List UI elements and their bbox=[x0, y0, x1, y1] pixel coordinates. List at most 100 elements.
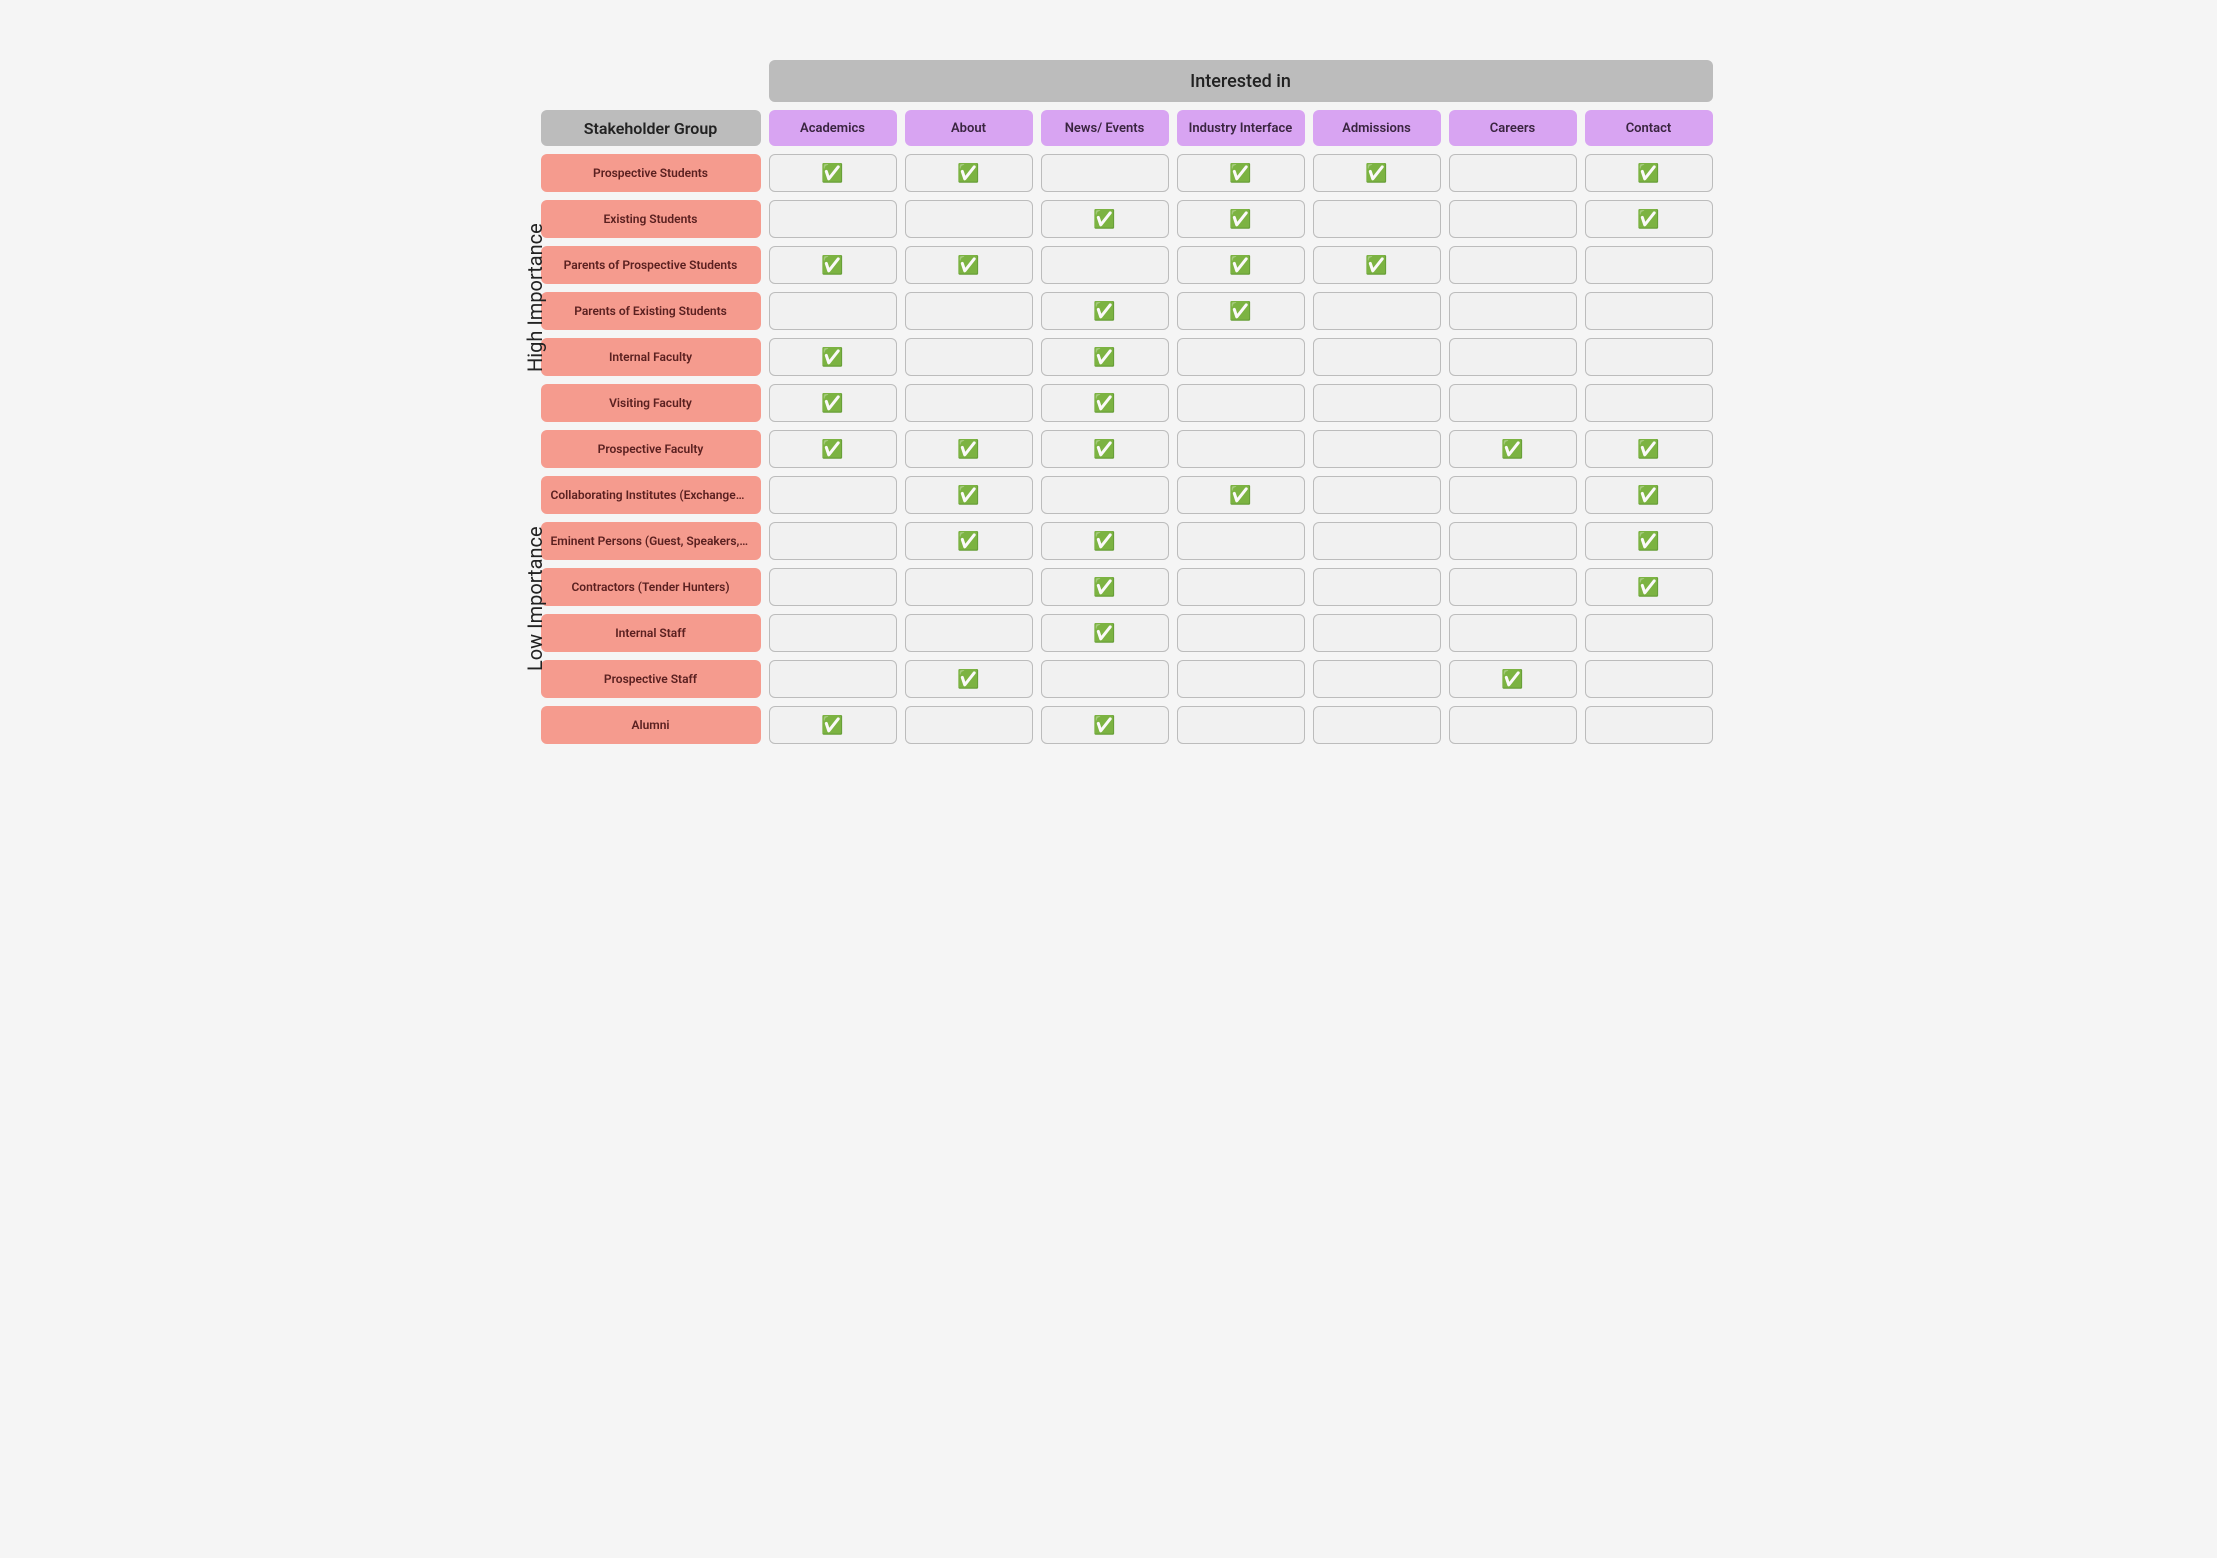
row-label-0: Prospective Students bbox=[541, 154, 761, 192]
cell-8-2: ✅ bbox=[1041, 522, 1169, 560]
row-label-text: Alumni bbox=[551, 718, 751, 732]
column-header-4: Admissions bbox=[1313, 110, 1441, 146]
cell-4-6 bbox=[1585, 338, 1713, 376]
cell-2-5 bbox=[1449, 246, 1577, 284]
cell-11-1: ✅ bbox=[905, 660, 1033, 698]
cell-9-3 bbox=[1177, 568, 1305, 606]
row-label-text: Prospective Staff bbox=[551, 672, 751, 686]
low-importance-label: Low Importance bbox=[523, 526, 547, 671]
cell-7-2 bbox=[1041, 476, 1169, 514]
cell-8-1: ✅ bbox=[905, 522, 1033, 560]
row-label-text: Eminent Persons (Guest, Speakers, etc.) bbox=[551, 534, 751, 548]
row-label-text: Internal Staff bbox=[551, 626, 751, 640]
row-label-4: Internal Faculty bbox=[541, 338, 761, 376]
cell-7-5 bbox=[1449, 476, 1577, 514]
cell-6-2: ✅ bbox=[1041, 430, 1169, 468]
row-label-12: Alumni bbox=[541, 706, 761, 744]
cell-1-0 bbox=[769, 200, 897, 238]
cell-3-3: ✅ bbox=[1177, 292, 1305, 330]
cell-5-6 bbox=[1585, 384, 1713, 422]
cell-3-0 bbox=[769, 292, 897, 330]
cell-8-4 bbox=[1313, 522, 1441, 560]
row-label-11: Prospective Staff bbox=[541, 660, 761, 698]
row-label-text: Prospective Students bbox=[551, 166, 751, 180]
cell-6-4 bbox=[1313, 430, 1441, 468]
cell-7-0 bbox=[769, 476, 897, 514]
cell-6-1: ✅ bbox=[905, 430, 1033, 468]
cell-10-0 bbox=[769, 614, 897, 652]
cell-6-3 bbox=[1177, 430, 1305, 468]
cell-6-0: ✅ bbox=[769, 430, 897, 468]
cell-2-1: ✅ bbox=[905, 246, 1033, 284]
cell-7-6: ✅ bbox=[1585, 476, 1713, 514]
cell-4-0: ✅ bbox=[769, 338, 897, 376]
cell-5-2: ✅ bbox=[1041, 384, 1169, 422]
cell-4-1 bbox=[905, 338, 1033, 376]
cell-1-4 bbox=[1313, 200, 1441, 238]
cell-11-5: ✅ bbox=[1449, 660, 1577, 698]
cell-0-2 bbox=[1041, 154, 1169, 192]
cell-4-5 bbox=[1449, 338, 1577, 376]
cell-12-3 bbox=[1177, 706, 1305, 744]
cell-12-4 bbox=[1313, 706, 1441, 744]
cell-0-5 bbox=[1449, 154, 1577, 192]
cell-2-6 bbox=[1585, 246, 1713, 284]
cell-12-1 bbox=[905, 706, 1033, 744]
stakeholder-group-header: Stakeholder Group bbox=[541, 110, 761, 146]
cell-0-4: ✅ bbox=[1313, 154, 1441, 192]
row-label-2: Parents of Prospective Students bbox=[541, 246, 761, 284]
row-label-text: Internal Faculty bbox=[551, 350, 751, 364]
cell-6-6: ✅ bbox=[1585, 430, 1713, 468]
row-label-3: Parents of Existing Students bbox=[541, 292, 761, 330]
cell-3-6 bbox=[1585, 292, 1713, 330]
cell-3-5 bbox=[1449, 292, 1577, 330]
cell-9-1 bbox=[905, 568, 1033, 606]
cell-1-6: ✅ bbox=[1585, 200, 1713, 238]
stakeholder-matrix: Interested inStakeholder GroupAcademicsA… bbox=[541, 60, 1713, 744]
cell-4-4 bbox=[1313, 338, 1441, 376]
row-label-1: Existing Students bbox=[541, 200, 761, 238]
cell-0-1: ✅ bbox=[905, 154, 1033, 192]
row-label-text: Parents of Prospective Students bbox=[551, 258, 751, 272]
spacer-top-left bbox=[541, 60, 761, 102]
cell-10-5 bbox=[1449, 614, 1577, 652]
column-header-3: Industry Interface bbox=[1177, 110, 1305, 146]
cell-9-4 bbox=[1313, 568, 1441, 606]
cell-11-6 bbox=[1585, 660, 1713, 698]
cell-1-3: ✅ bbox=[1177, 200, 1305, 238]
high-importance-label: High Importance bbox=[523, 223, 547, 372]
cell-0-0: ✅ bbox=[769, 154, 897, 192]
cell-1-2: ✅ bbox=[1041, 200, 1169, 238]
cell-12-0: ✅ bbox=[769, 706, 897, 744]
row-label-8: Eminent Persons (Guest, Speakers, etc.) bbox=[541, 522, 761, 560]
cell-10-6 bbox=[1585, 614, 1713, 652]
cell-11-0 bbox=[769, 660, 897, 698]
row-label-text: Prospective Faculty bbox=[551, 442, 751, 456]
interested-in-header: Interested in bbox=[769, 60, 1713, 102]
cell-9-6: ✅ bbox=[1585, 568, 1713, 606]
cell-12-2: ✅ bbox=[1041, 706, 1169, 744]
cell-9-2: ✅ bbox=[1041, 568, 1169, 606]
row-label-7: Collaborating Institutes (Exchanges and.… bbox=[541, 476, 761, 514]
cell-6-5: ✅ bbox=[1449, 430, 1577, 468]
cell-1-1 bbox=[905, 200, 1033, 238]
row-label-10: Internal Staff bbox=[541, 614, 761, 652]
cell-8-3 bbox=[1177, 522, 1305, 560]
cell-8-6: ✅ bbox=[1585, 522, 1713, 560]
row-label-text: Contractors (Tender Hunters) bbox=[551, 580, 751, 594]
cell-5-5 bbox=[1449, 384, 1577, 422]
cell-4-3 bbox=[1177, 338, 1305, 376]
row-label-text: Visiting Faculty bbox=[551, 396, 751, 410]
cell-0-3: ✅ bbox=[1177, 154, 1305, 192]
row-label-6: Prospective Faculty bbox=[541, 430, 761, 468]
cell-5-3 bbox=[1177, 384, 1305, 422]
cell-11-4 bbox=[1313, 660, 1441, 698]
row-label-text: Existing Students bbox=[551, 212, 751, 226]
cell-5-4 bbox=[1313, 384, 1441, 422]
column-header-2: News/ Events bbox=[1041, 110, 1169, 146]
row-label-text: Collaborating Institutes (Exchanges and.… bbox=[551, 488, 751, 502]
cell-8-0 bbox=[769, 522, 897, 560]
column-header-1: About bbox=[905, 110, 1033, 146]
cell-8-5 bbox=[1449, 522, 1577, 560]
cell-12-6 bbox=[1585, 706, 1713, 744]
